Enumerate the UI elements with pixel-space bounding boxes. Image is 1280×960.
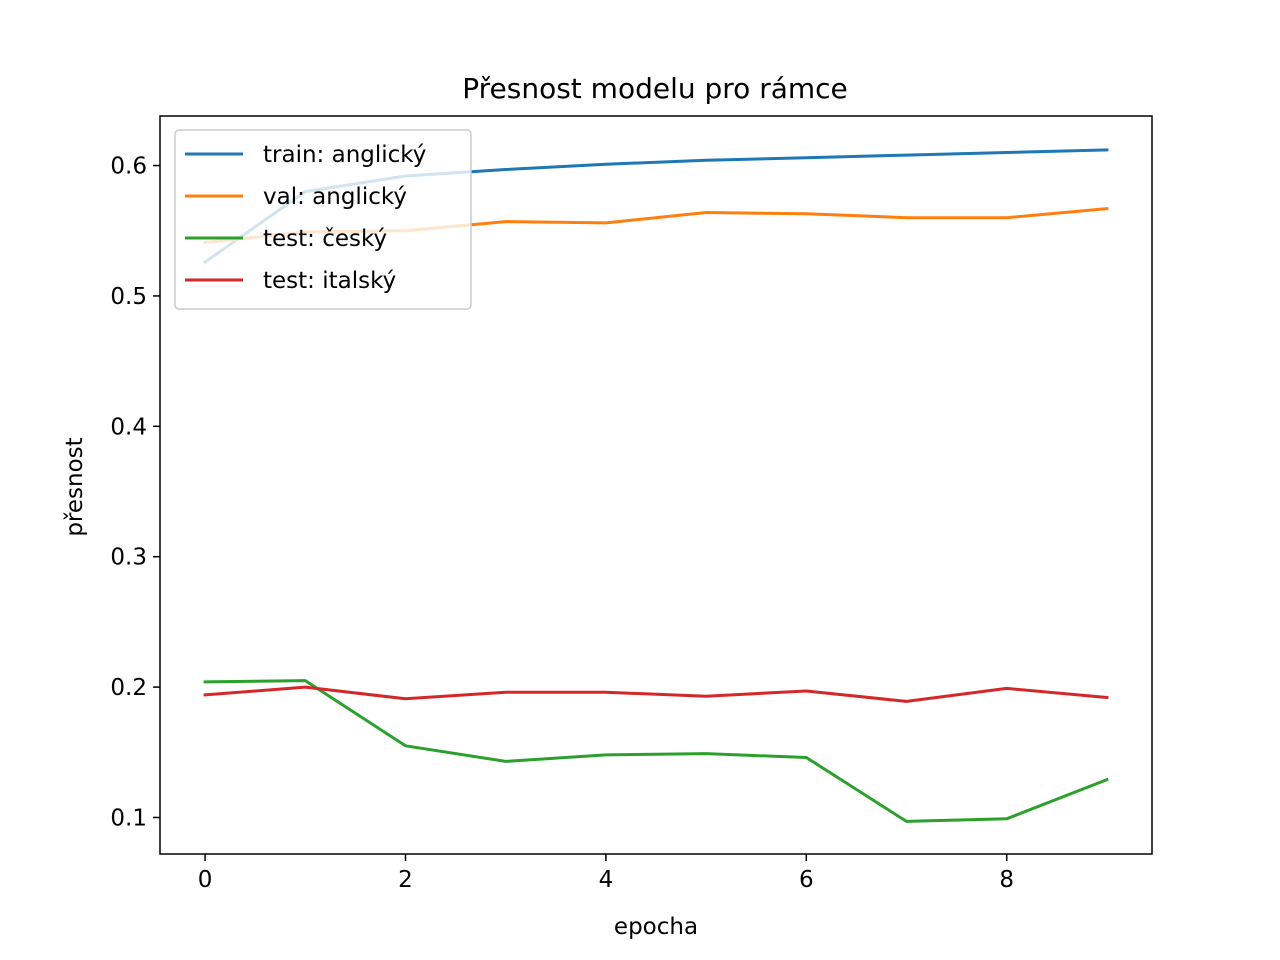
y-tick-label: 0.6 bbox=[110, 154, 147, 180]
x-tick-label: 6 bbox=[799, 867, 814, 893]
x-axis: 0 2 4 6 8 bbox=[198, 854, 1014, 893]
legend-label: test: italský bbox=[263, 268, 396, 294]
y-tick-label: 0.1 bbox=[110, 805, 147, 831]
plot-frame bbox=[159, 115, 1153, 855]
y-tick-label: 0.3 bbox=[110, 545, 147, 571]
series-line-3 bbox=[203, 679, 1109, 823]
x-tick-label: 8 bbox=[999, 867, 1014, 893]
legend-box bbox=[174, 129, 472, 310]
y-tick-label: 0.4 bbox=[110, 414, 147, 440]
x-axis-label: epocha bbox=[614, 914, 698, 940]
legend: train: anglický val: anglický test: český t… bbox=[174, 129, 472, 310]
x-tick-label: 2 bbox=[398, 867, 413, 893]
y-axis: 0.1 0.2 0.3 0.4 0.5 0.6 bbox=[110, 154, 160, 831]
series-line-4 bbox=[203, 685, 1109, 703]
y-tick-label: 0.5 bbox=[110, 284, 147, 310]
x-tick-label: 0 bbox=[198, 867, 213, 893]
chart-title: Přesnost modelu pro rámce bbox=[462, 72, 848, 105]
legend-label: test: český bbox=[263, 226, 387, 252]
y-axis-label: přesnost bbox=[62, 437, 88, 536]
legend-label: train: anglický bbox=[263, 142, 426, 168]
legend-label: val: anglický bbox=[263, 184, 407, 210]
y-tick-label: 0.2 bbox=[110, 675, 147, 701]
x-tick-label: 4 bbox=[599, 867, 614, 893]
